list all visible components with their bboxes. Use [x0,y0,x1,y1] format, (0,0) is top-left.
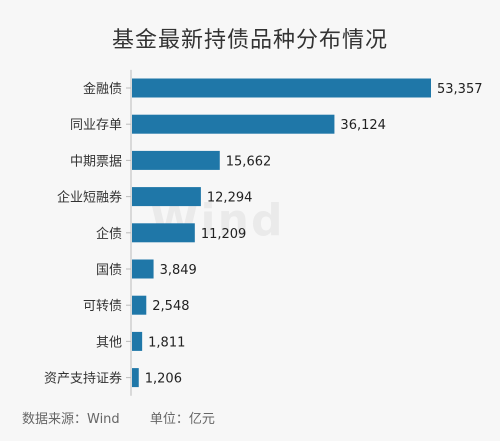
bar [132,223,195,243]
data-label: 1,811 [148,335,185,350]
category-label: 企债 [96,226,122,242]
unit-note: 单位：亿元 [149,412,215,427]
category-label: 企业短融券 [57,190,122,206]
chart-title: 基金最新持债品种分布情况 [111,28,388,53]
bar [132,259,154,279]
bar [132,331,143,351]
bar [132,150,220,170]
category-label: 国债 [96,263,122,278]
category-label: 资产支持证券 [44,371,122,387]
data-label: 53,357 [437,82,483,97]
chart-footer: 数据来源：Wind 单位：亿元 [22,408,215,427]
category-label: 可转债 [83,299,122,314]
bar [132,187,201,207]
source-note: 数据来源：Wind [22,412,120,427]
bar [132,295,147,315]
bar [132,78,431,98]
data-label: 12,294 [207,191,253,206]
data-label: 15,662 [226,154,272,169]
data-label: 3,849 [160,263,197,278]
category-label: 中期票据 [70,154,122,169]
data-label: 2,548 [152,299,189,314]
category-label: 同业存单 [70,118,122,133]
bar [132,368,139,388]
data-label: 1,206 [145,372,182,387]
data-label: 36,124 [340,118,386,133]
category-label: 金融债 [83,81,122,97]
data-label: 11,209 [201,227,247,242]
category-label: 其他 [96,335,122,350]
bar [132,114,335,134]
